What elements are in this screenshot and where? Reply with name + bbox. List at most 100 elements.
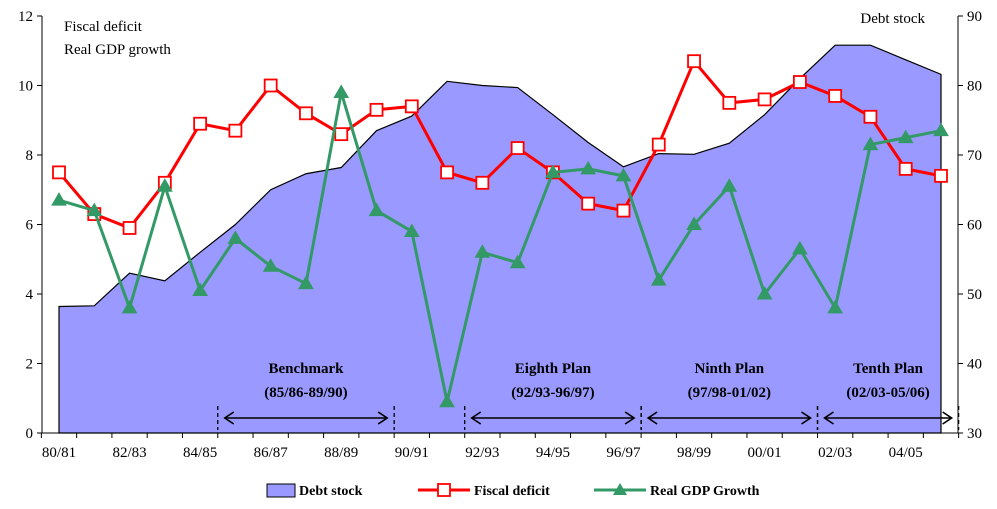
plan-arrow-left-head (646, 411, 658, 425)
right-axis-tick-label: 40 (967, 357, 982, 373)
fiscal-deficit-point (934, 168, 948, 183)
legend-marker-real-gdp-growth (613, 483, 627, 495)
fiscal-deficit-point (898, 161, 913, 176)
legend-marker-fiscal-deficit (437, 483, 451, 497)
fiscal-deficit-point (334, 127, 349, 142)
left-axis-tick-label: 10 (18, 79, 33, 95)
x-axis-tick-label: 98/99 (677, 445, 711, 461)
real-gdp-growth-point (862, 136, 879, 151)
right-axis-tick-label: 30 (967, 426, 982, 442)
real-gdp-growth-point (721, 178, 738, 192)
real-gdp-growth-point (86, 202, 103, 217)
fiscal-deficit-point (193, 116, 208, 131)
real-gdp-growth-point (439, 393, 455, 408)
real-gdp-growth-point (262, 258, 279, 272)
fiscal-deficit-point (616, 203, 631, 218)
series-lines-layer (51, 54, 949, 408)
real-gdp-growth-point (509, 254, 526, 269)
left-axis-title: Real GDP growth (64, 42, 171, 58)
axis-titles-layer: Fiscal deficit Real GDP growth Debt stock (64, 11, 925, 58)
plan-period: (85/86-89/90) (264, 385, 347, 401)
fiscal-deficit-point (404, 99, 419, 114)
fiscal-deficit-point (52, 165, 66, 180)
fiscal-deficit-point (475, 175, 490, 190)
legend-swatch-debt-stock (266, 483, 296, 498)
x-axis-tick-label: 02/03 (818, 445, 852, 461)
plan-arrow-right-head (624, 411, 636, 425)
fiscal-deficit-point (263, 78, 278, 93)
debt-stock-area (58, 44, 942, 434)
plan-annotations-layer: Benchmark (85/86-89/90) Eighth Plan (92/93-… (217, 361, 960, 430)
legend: Debt stock Fiscal deficit Real GDP Growth (266, 483, 760, 499)
real-gdp-growth-point (792, 240, 808, 255)
x-axis-tick-label: 84/85 (183, 445, 217, 461)
real-gdp-growth-point (545, 164, 561, 178)
fiscal-deficit-point (299, 106, 313, 121)
plan-arrow-right-head (377, 411, 389, 425)
axes-layer: 0 2 4 6 8 10 12 30 40 50 60 70 80 90 80/81 82/83 84/85 86… (18, 9, 982, 461)
fiscal-deficit-point (440, 165, 454, 180)
plan-title: Tenth Plan (853, 361, 924, 377)
fiscal-deficit-point (228, 123, 243, 138)
fiscal-deficit-point (722, 95, 737, 110)
real-gdp-growth-point (650, 272, 667, 286)
real-gdp-growth-point (686, 216, 702, 230)
real-gdp-growth-point (333, 84, 350, 98)
real-gdp-growth-point (156, 178, 173, 192)
real-gdp-growth-point (827, 299, 844, 314)
plan-arrow-right-head (942, 411, 954, 425)
fiscal-deficit-point (792, 75, 807, 89)
real-gdp-growth-point (933, 122, 949, 137)
x-axis-tick-label: 82/83 (112, 445, 146, 461)
plan-period: (92/93-96/97) (511, 385, 594, 401)
right-axis-tick-label: 50 (967, 287, 982, 303)
left-axis-tick-label: 12 (18, 9, 33, 25)
plan-title: Benchmark (268, 361, 344, 377)
debt-stock-area-layer (58, 44, 942, 434)
real-gdp-growth-point (897, 129, 914, 144)
x-axis-tick-label: 00/01 (748, 445, 782, 461)
x-axis-tick-label: 88/89 (324, 445, 358, 461)
left-axis-tick-label: 8 (26, 148, 34, 164)
real-gdp-growth-point (403, 223, 420, 237)
x-axis-tick-label: 92/93 (465, 445, 499, 461)
real-gdp-growth-point (121, 299, 138, 314)
plan-period: (02/03-05/06) (846, 385, 929, 401)
real-gdp-growth-point (756, 286, 773, 300)
plan-title: Eighth Plan (515, 361, 592, 377)
x-axis-tick-label: 86/87 (254, 445, 289, 461)
left-axis-title: Fiscal deficit (64, 19, 143, 35)
fiscal-deficit-point (757, 92, 772, 107)
right-axis-title: Debt stock (860, 11, 925, 27)
fiscal-deficit-point (369, 102, 384, 117)
left-axis-tick-label: 0 (26, 426, 34, 442)
plan-arrow-left-head (823, 411, 834, 425)
fiscal-deficit-point (122, 221, 137, 235)
x-axis-tick-label: 90/91 (395, 445, 429, 461)
legend-label-debt-stock: Debt stock (299, 484, 363, 499)
real-gdp-growth-point (474, 244, 491, 258)
x-axis-tick-label: 96/97 (606, 445, 641, 461)
legend-label-real-gdp-growth: Real GDP Growth (650, 484, 760, 499)
plan-period: (97/98-01/02) (688, 385, 771, 401)
plan-arrow-left-head (470, 411, 482, 425)
fiscal-deficit-point (828, 89, 843, 103)
real-gdp-growth-point (368, 202, 385, 217)
fiscal-deficit-point (687, 54, 701, 69)
right-axis-tick-label: 60 (967, 218, 982, 234)
x-axis-tick-label: 80/81 (42, 445, 76, 461)
real-gdp-growth-point (51, 192, 67, 206)
real-gdp-growth-point (227, 230, 244, 244)
fiscal-deficit-point (510, 141, 525, 155)
right-axis-tick-label: 70 (967, 148, 982, 164)
fiscal-deficit-point (581, 196, 596, 211)
right-axis-tick-label: 90 (967, 9, 982, 25)
left-axis-tick-label: 4 (26, 287, 34, 303)
real-gdp-growth-line (58, 90, 942, 404)
real-gdp-growth-point (580, 160, 597, 175)
left-axis-tick-label: 6 (26, 218, 34, 234)
fiscal-deficit-point (651, 137, 666, 152)
left-axis-tick-label: 2 (26, 357, 34, 373)
real-gdp-growth-point (615, 167, 632, 182)
